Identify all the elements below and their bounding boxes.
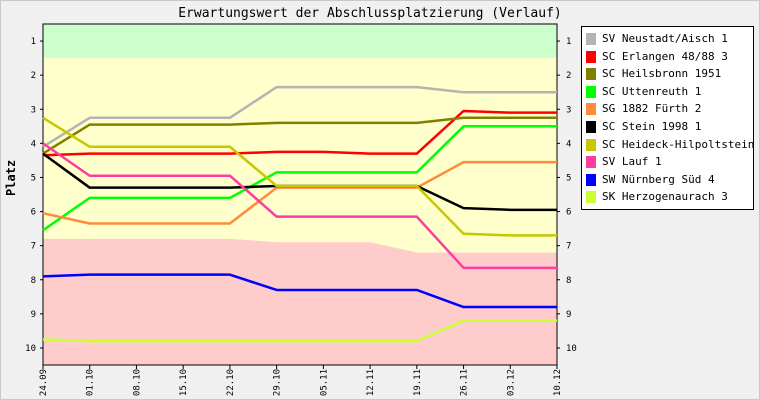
y-tick-label-right: 7 — [566, 242, 571, 252]
y-tick-label-right: 3 — [566, 105, 571, 115]
x-tick-label: 01.10 — [86, 369, 96, 396]
y-tick-label-right: 6 — [566, 208, 571, 218]
band-promotion — [43, 24, 557, 59]
x-tick-label: 22.10 — [226, 369, 236, 396]
x-tick-label: 10.12 — [553, 369, 563, 396]
x-tick-label: 26.11 — [460, 369, 470, 396]
series-line — [42, 116, 557, 155]
legend-item: SC Stein 1998 1 — [586, 119, 752, 135]
x-tick-label: 29.10 — [273, 369, 283, 396]
y-tick-label-right: 1 — [566, 37, 571, 47]
series-line — [42, 116, 557, 237]
y-tick-label: 2 — [31, 71, 36, 81]
legend-label: SG 1882 Fürth 2 — [602, 102, 702, 116]
legend-swatch — [586, 85, 596, 98]
legend-swatch — [586, 50, 596, 63]
legend-label: SC Heideck-Hilpoltstein 1 — [602, 137, 760, 151]
series-line — [42, 125, 557, 232]
plot-border — [42, 23, 558, 366]
x-tick-label: 12.11 — [366, 369, 376, 396]
legend-swatch — [586, 33, 596, 45]
y-tick-label-right: 5 — [566, 173, 571, 183]
series-line — [42, 142, 557, 270]
x-tick-label: 15.10 — [179, 369, 189, 396]
y-tick-label-right: 10 — [566, 344, 577, 354]
legend-label: SV Lauf 1 — [602, 155, 662, 169]
y-tick-label: 10 — [25, 344, 36, 354]
y-tick-label: 8 — [31, 276, 36, 286]
legend-label: SC Heilsbronn 1951 — [602, 67, 722, 81]
legend-label: SC Stein 1998 1 — [602, 120, 702, 133]
legend-item: SK Herzogenaurach 3 — [586, 189, 752, 205]
y-tick-label: 9 — [31, 310, 36, 320]
band-relegation — [43, 238, 557, 365]
legend-item: SW Nürnberg Süd 4 — [586, 172, 752, 188]
legend-label: SW Nürnberg Süd 4 — [602, 172, 715, 186]
y-tick-label: 4 — [31, 139, 36, 149]
legend-label: SC Erlangen 48/88 3 — [602, 49, 728, 63]
y-tick-label: 1 — [31, 37, 36, 47]
legend-item: SC Erlangen 48/88 3 — [586, 49, 752, 65]
legend-label: SC Uttenreuth 1 — [602, 84, 702, 98]
series-line — [42, 160, 557, 225]
legend-swatch — [586, 121, 596, 133]
legend-label: SV Neustadt/Aisch 1 — [602, 32, 728, 45]
x-tick-label: 03.12 — [506, 369, 516, 396]
x-tick-label: 05.11 — [319, 369, 329, 396]
y-tick-label-right: 2 — [566, 71, 571, 81]
y-tick-label: 3 — [31, 105, 36, 115]
y-tick-label-right: 8 — [566, 276, 571, 286]
legend-item: SG 1882 Fürth 2 — [586, 101, 752, 117]
y-tick-label: 5 — [31, 173, 36, 183]
legend-item: SV Lauf 1 — [586, 154, 752, 170]
legend-swatch — [586, 68, 596, 81]
legend-swatch — [586, 173, 596, 186]
legend-label: SK Herzogenaurach 3 — [602, 190, 728, 204]
series-line — [42, 85, 557, 148]
chart-title: Erwartungswert der Abschlussplatzierung … — [178, 6, 562, 21]
y-tick-label: 7 — [31, 242, 36, 252]
series-line — [42, 273, 557, 309]
band-middle — [43, 58, 557, 253]
legend-item: SV Neustadt/Aisch 1 — [586, 31, 752, 47]
series-line — [42, 109, 557, 157]
y-tick-label-right: 9 — [566, 310, 571, 320]
legend-item: SC Heilsbronn 1951 — [586, 66, 752, 82]
legend-item: SC Uttenreuth 1 — [586, 84, 752, 100]
legend-swatch — [586, 156, 596, 169]
x-tick-label: 19.11 — [413, 369, 423, 396]
y-tick-label: 6 — [31, 208, 36, 218]
legend: SV Neustadt/Aisch 1 SC Erlangen 48/88 3 SC… — [581, 26, 760, 210]
legend-swatch — [586, 138, 596, 151]
legend-swatch — [586, 103, 596, 116]
x-tick-label: 08.10 — [132, 369, 142, 396]
legend-swatch — [586, 191, 596, 204]
y-tick-label-right: 4 — [566, 139, 571, 149]
legend-item: SC Heideck-Hilpoltstein 1 — [586, 137, 760, 153]
series-line — [42, 319, 557, 343]
x-tick-label: 24.09 — [39, 369, 49, 396]
